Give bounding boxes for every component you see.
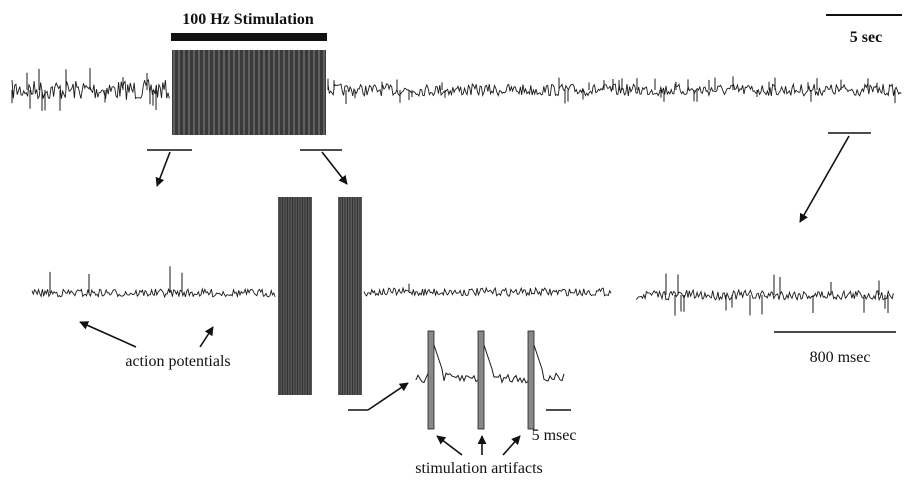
arrow-icon [367,382,409,411]
scale-label-middle: 800 msec [810,349,871,366]
right-trace [635,273,894,316]
trace-noise [11,78,170,100]
artifact-3 [527,330,535,430]
arrow-icon [502,435,521,456]
arrow-icon [436,435,463,456]
inset-trace-line [415,343,565,384]
trace-noise [363,286,612,297]
trace-noise [635,288,894,302]
arrow-icon [155,151,171,187]
artifact-1 [427,330,435,430]
stimulation-bar [171,33,327,41]
arrow-icon [799,135,850,223]
scale-label-inset: 5 msec [532,427,577,444]
inset-trace [415,343,565,384]
stimulation-label: 100 Hz Stimulation [182,11,314,28]
stimulation-artifacts-label: stimulation artifacts [415,460,543,477]
trace-noise [31,287,276,299]
trace-noise [327,82,902,98]
arrow-icon [199,326,214,348]
scale-label-top: 5 sec [850,29,882,46]
arrow-icon [79,321,137,348]
middle-trace-after [363,283,612,297]
stimulation-block-stripes [173,50,325,135]
stimulation-block-middle-stripes [279,197,361,395]
arrow-icon [321,151,348,185]
action-potentials-label: action potentials [125,353,230,370]
middle-trace-left [31,266,276,299]
artifact-2 [477,330,485,430]
top-trace [11,68,902,111]
